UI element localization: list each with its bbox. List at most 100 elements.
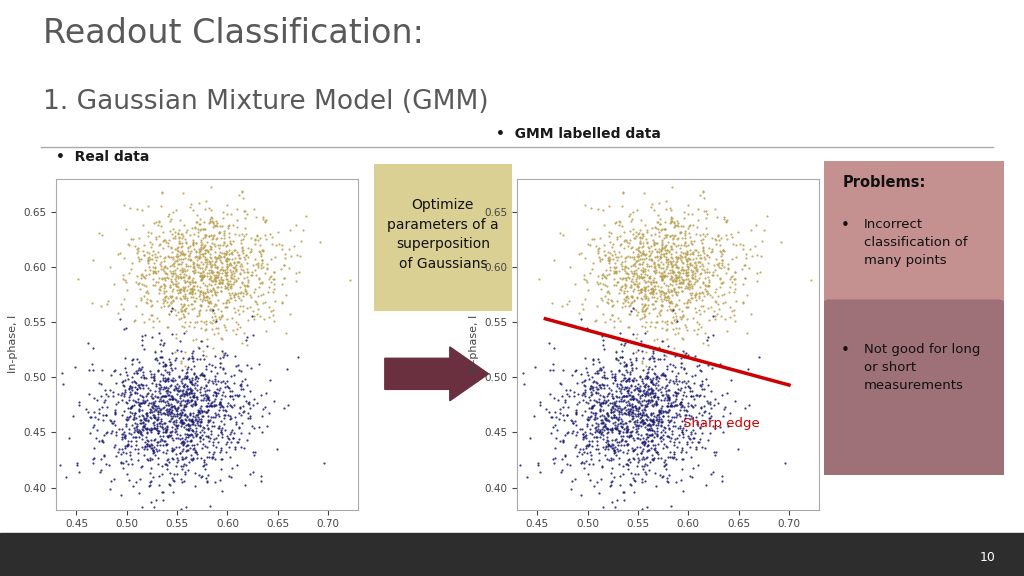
Point: [312, 237, 329, 246]
Point: [640, 367, 656, 376]
Point: [690, 360, 707, 369]
Point: [648, 378, 665, 388]
Point: [643, 203, 659, 212]
Point: [647, 398, 664, 407]
Point: [124, 459, 140, 468]
Point: [562, 262, 579, 271]
Point: [156, 289, 172, 298]
Point: [684, 386, 700, 395]
Point: [581, 460, 597, 469]
Point: [610, 429, 627, 438]
Point: [639, 415, 655, 425]
Point: [220, 221, 237, 230]
Point: [655, 289, 672, 298]
Point: [626, 487, 642, 497]
Point: [148, 233, 165, 242]
Point: [568, 378, 585, 388]
Point: [611, 329, 628, 338]
Point: [642, 242, 658, 251]
Point: [233, 376, 250, 385]
Point: [263, 233, 280, 242]
Point: [236, 193, 252, 202]
Point: [157, 293, 173, 302]
Point: [142, 435, 159, 445]
Point: [674, 427, 690, 437]
Point: [234, 245, 251, 255]
Point: [645, 513, 662, 522]
Point: [655, 406, 672, 415]
Point: [654, 411, 671, 420]
Point: [121, 412, 137, 422]
Point: [191, 370, 208, 380]
Point: [204, 276, 220, 286]
Point: [237, 206, 253, 215]
Point: [205, 453, 221, 462]
Point: [157, 377, 173, 386]
Point: [204, 213, 220, 222]
Point: [575, 274, 592, 283]
Point: [623, 280, 639, 289]
Point: [88, 426, 104, 435]
Point: [587, 409, 603, 418]
Point: [668, 362, 684, 371]
Point: [209, 388, 225, 397]
Point: [206, 447, 222, 456]
Point: [175, 419, 191, 428]
Point: [153, 336, 169, 345]
Point: [622, 252, 638, 261]
Point: [161, 309, 177, 319]
Point: [714, 249, 730, 258]
Point: [648, 426, 665, 435]
Point: [677, 283, 693, 293]
Point: [630, 286, 646, 295]
Point: [600, 441, 616, 450]
Point: [665, 213, 681, 222]
Point: [668, 272, 684, 281]
Point: [127, 445, 143, 454]
Point: [604, 444, 621, 453]
Point: [236, 391, 252, 400]
Point: [574, 410, 591, 419]
Point: [174, 415, 190, 424]
Point: [595, 271, 611, 281]
Point: [99, 427, 116, 436]
Point: [671, 270, 687, 279]
Point: [224, 266, 241, 275]
Point: [645, 282, 662, 291]
Point: [606, 400, 623, 410]
Point: [668, 287, 684, 296]
Point: [659, 286, 676, 295]
Point: [686, 394, 702, 403]
Point: [166, 469, 182, 479]
Point: [195, 370, 211, 380]
Point: [195, 412, 211, 421]
Point: [158, 426, 174, 435]
Point: [94, 230, 111, 240]
Point: [617, 281, 634, 290]
Point: [599, 297, 615, 306]
Point: [237, 223, 253, 232]
Point: [204, 256, 220, 266]
Point: [125, 415, 141, 424]
Point: [232, 295, 249, 305]
Point: [567, 407, 584, 416]
Point: [577, 407, 593, 416]
Point: [653, 294, 670, 304]
Point: [233, 380, 250, 389]
Point: [207, 290, 223, 299]
Point: [677, 411, 693, 420]
Point: [123, 437, 139, 446]
Point: [645, 286, 662, 295]
Point: [238, 289, 254, 298]
Point: [646, 432, 663, 441]
Point: [649, 281, 666, 290]
Point: [146, 412, 163, 422]
Point: [606, 373, 623, 382]
Point: [201, 437, 217, 446]
Point: [664, 268, 680, 277]
Point: [715, 245, 731, 255]
Point: [658, 473, 675, 483]
Point: [200, 393, 216, 403]
Point: [590, 279, 606, 288]
Point: [172, 251, 188, 260]
